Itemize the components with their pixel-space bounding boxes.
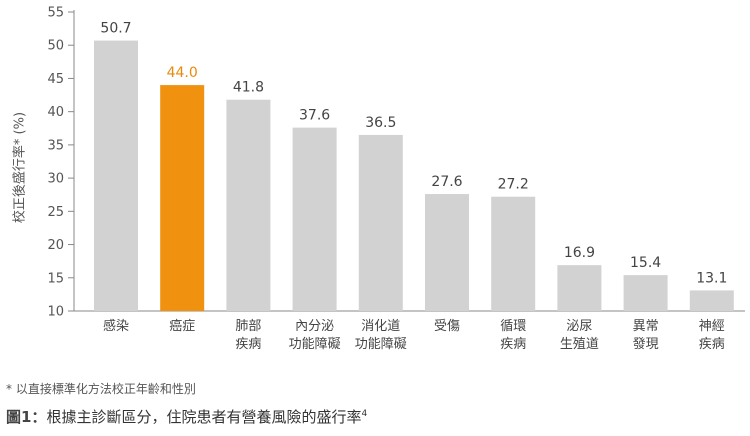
- y-axis-label: 校正後盛行率* (%): [12, 111, 28, 224]
- bar: [358, 134, 403, 311]
- caption-reference: 4: [361, 409, 368, 419]
- bar-value-label: 37.6: [299, 108, 330, 124]
- figure-number: 圖1：: [6, 408, 47, 426]
- x-category-label: 疾病: [699, 337, 725, 352]
- x-category-label: 神經: [699, 319, 725, 334]
- x-category-label: 發現: [633, 337, 659, 352]
- y-tick-label: 30: [47, 172, 64, 187]
- bar-value-label: 13.1: [696, 270, 727, 286]
- bar: [425, 194, 469, 311]
- bar: [491, 196, 536, 311]
- bar: [94, 40, 138, 312]
- bar: [226, 99, 271, 311]
- x-category-label: 受傷: [434, 319, 460, 334]
- bar-value-label: 16.9: [564, 245, 595, 261]
- x-category-label: 癌症: [169, 318, 195, 334]
- x-category-label: 消化道: [361, 319, 400, 334]
- x-category-label: 疾病: [500, 337, 526, 352]
- y-tick-label: 20: [47, 238, 64, 253]
- bar-value-label: 44.0: [167, 65, 198, 81]
- x-category-label: 異常: [633, 319, 659, 334]
- y-tick-label: 15: [47, 271, 64, 286]
- x-category-label: 生殖道: [560, 336, 599, 352]
- x-category-label: 功能障礙: [355, 337, 407, 352]
- y-tick-label: 45: [47, 72, 64, 87]
- x-category-label: 泌尿: [566, 319, 592, 334]
- bar-value-label: 41.8: [233, 80, 264, 96]
- bar: [292, 127, 337, 311]
- bar: [160, 85, 205, 311]
- y-tick-label: 40: [47, 105, 64, 120]
- bar-value-label: 50.7: [100, 21, 131, 37]
- y-tick-label: 35: [47, 138, 64, 153]
- y-tick-label: 25: [47, 205, 64, 220]
- y-tick-label: 50: [47, 39, 64, 54]
- bar: [557, 265, 602, 311]
- bar-value-label: 36.5: [365, 115, 396, 131]
- bar-value-label: 27.2: [498, 177, 529, 193]
- bar-value-label: 27.6: [431, 174, 462, 190]
- bar: [689, 290, 734, 311]
- x-category-label: 內分泌: [295, 319, 334, 334]
- y-tick-label: 55: [47, 6, 64, 21]
- bar: [623, 275, 668, 311]
- x-category-label: 疾病: [235, 337, 261, 352]
- x-category-label: 功能障礙: [289, 337, 341, 352]
- figure-caption: 圖1：根據主診斷區分，住院患者有營養風險的盛行率4: [6, 406, 367, 427]
- bar-chart: 10 15 20 25 30 35 40 45 50 55 50.7 感染 44.0 癌症 41.8 肺部疾病…: [47, 6, 745, 352]
- footnote: * 以直接標準化方法校正年齡和性別: [6, 382, 196, 396]
- x-category-label: 循環: [500, 319, 526, 334]
- x-category-label: 肺部: [235, 319, 261, 334]
- y-tick-label: 10: [47, 305, 64, 320]
- figure-caption-text: 根據主診斷區分，住院患者有營養風險的盛行率: [46, 408, 362, 426]
- x-category-label: 感染: [103, 318, 129, 334]
- bar-value-label: 15.4: [630, 255, 661, 271]
